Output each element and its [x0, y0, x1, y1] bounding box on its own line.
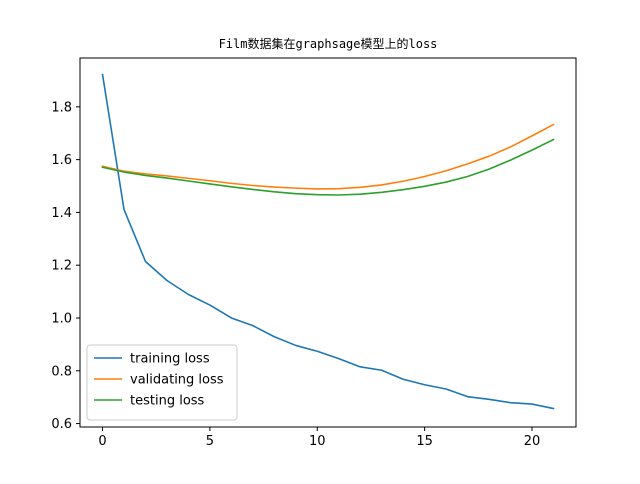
y-tick-label: 1.6 [51, 153, 72, 168]
x-tick-label: 0 [98, 434, 106, 449]
legend: training loss validating loss testing loss [87, 345, 237, 420]
y-tick-label: 1.0 [51, 311, 72, 326]
y-tick-label: 1.8 [51, 100, 72, 115]
y-tick-label: 0.8 [51, 364, 72, 379]
legend-label-training-loss: training loss [130, 352, 210, 367]
x-tick-label: 5 [206, 434, 214, 449]
y-tick-label: 1.2 [51, 259, 72, 274]
y-tick-label: 1.4 [51, 206, 72, 221]
y-tick-label: 0.6 [51, 417, 72, 432]
x-tick-label: 15 [416, 434, 433, 449]
x-tick-label: 10 [309, 434, 326, 449]
legend-label-testing-loss: testing loss [130, 394, 205, 409]
legend-label-validating-loss: validating loss [130, 373, 224, 388]
x-tick-label: 20 [524, 434, 541, 449]
chart-title: Film数据集在graphsage模型上的loss [219, 36, 438, 51]
